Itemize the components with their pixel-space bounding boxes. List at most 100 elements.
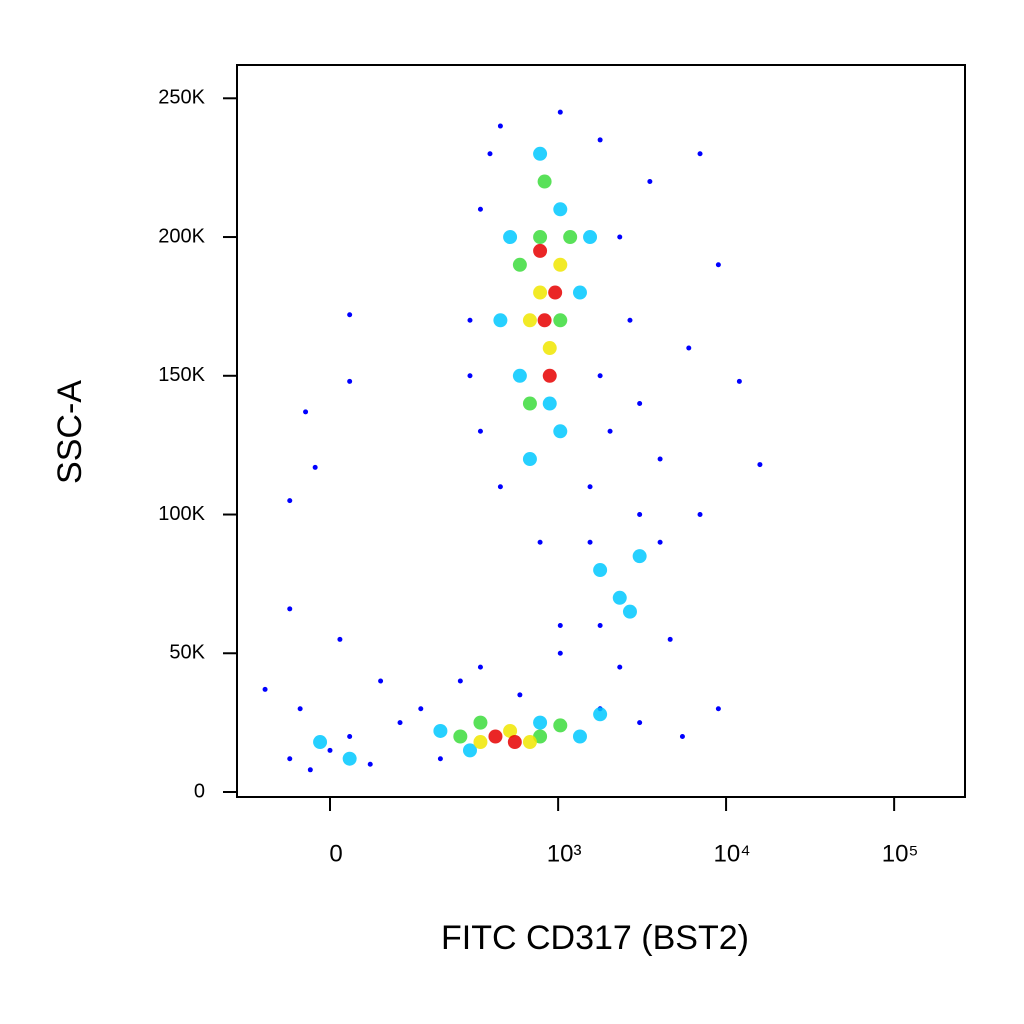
data-point xyxy=(627,317,633,323)
data-point xyxy=(647,179,653,185)
data-point xyxy=(512,257,527,272)
data-point xyxy=(522,735,537,750)
data-point xyxy=(503,230,518,245)
data-point xyxy=(473,735,488,750)
data-point xyxy=(542,396,557,411)
data-point xyxy=(477,664,483,670)
data-point xyxy=(522,396,537,411)
data-point xyxy=(533,715,548,730)
data-point xyxy=(462,743,477,758)
data-point xyxy=(287,498,293,504)
data-point xyxy=(347,312,353,318)
data-point xyxy=(583,230,598,245)
y-axis-label: SSC-A xyxy=(51,380,89,484)
data-point xyxy=(347,734,353,740)
data-point xyxy=(637,720,643,726)
data-point xyxy=(418,706,424,712)
data-point xyxy=(367,761,373,767)
data-point xyxy=(667,636,673,642)
data-point xyxy=(433,723,448,738)
data-point xyxy=(522,452,537,467)
data-point xyxy=(537,174,552,189)
data-point xyxy=(507,735,522,750)
y-tick-label: 150K xyxy=(158,364,205,386)
y-tick-label: 250K xyxy=(158,87,205,109)
data-point xyxy=(307,767,313,773)
data-point xyxy=(553,313,568,328)
data-point xyxy=(327,747,333,753)
data-point xyxy=(736,378,742,384)
data-point xyxy=(593,707,608,722)
data-point xyxy=(557,623,563,629)
data-point xyxy=(686,345,692,351)
x-tick-label: 10⁵ xyxy=(882,840,919,867)
data-point xyxy=(397,720,403,726)
data-point xyxy=(533,146,548,161)
data-point xyxy=(697,512,703,518)
x-tick-label: 10⁴ xyxy=(714,840,751,867)
data-point xyxy=(607,428,613,434)
data-point xyxy=(757,462,763,468)
data-point xyxy=(563,230,578,245)
x-tick-label: 0 xyxy=(329,840,342,867)
data-point xyxy=(303,409,309,415)
data-point xyxy=(557,109,563,115)
data-point xyxy=(457,678,463,684)
data-point xyxy=(593,563,608,578)
data-point xyxy=(715,706,721,712)
data-point xyxy=(488,729,503,744)
data-point xyxy=(477,428,483,434)
data-point xyxy=(517,692,523,698)
data-point xyxy=(572,285,587,300)
data-point xyxy=(497,123,503,129)
data-point xyxy=(637,512,643,518)
data-point xyxy=(637,401,643,407)
plot-frame xyxy=(236,64,966,798)
data-point xyxy=(597,373,603,379)
data-point xyxy=(542,341,557,356)
x-axis-label: FITC CD317 (BST2) xyxy=(441,919,749,957)
data-point xyxy=(497,484,503,490)
data-point xyxy=(477,206,483,212)
data-point xyxy=(597,623,603,629)
data-point xyxy=(312,464,318,470)
data-point xyxy=(262,686,268,692)
data-point xyxy=(632,549,647,564)
data-point xyxy=(467,373,473,379)
data-point xyxy=(597,137,603,143)
data-point xyxy=(313,735,328,750)
data-point xyxy=(548,285,563,300)
y-tick-label: 200K xyxy=(158,225,205,247)
data-point xyxy=(533,243,548,258)
data-point xyxy=(337,636,343,642)
y-tick-label: 50K xyxy=(169,642,205,664)
data-point xyxy=(378,678,384,684)
data-point xyxy=(347,378,353,384)
data-point xyxy=(537,539,543,545)
data-point xyxy=(287,756,293,762)
data-point xyxy=(617,234,623,240)
data-point xyxy=(679,734,685,740)
data-point xyxy=(553,257,568,272)
data-point xyxy=(553,718,568,733)
data-point xyxy=(617,664,623,670)
data-point xyxy=(587,539,593,545)
data-point xyxy=(587,484,593,490)
data-point xyxy=(657,456,663,462)
data-point xyxy=(512,368,527,383)
data-point xyxy=(542,368,557,383)
data-point xyxy=(533,230,548,245)
data-point xyxy=(657,539,663,545)
data-point xyxy=(715,262,721,268)
y-tick-label: 0 xyxy=(194,780,205,802)
data-point xyxy=(467,317,473,323)
y-tick-label: 100K xyxy=(158,503,205,525)
data-point xyxy=(437,756,443,762)
data-point xyxy=(697,151,703,157)
data-point xyxy=(557,650,563,656)
data-point xyxy=(537,313,552,328)
data-point xyxy=(553,202,568,217)
data-point xyxy=(287,606,293,612)
data-point xyxy=(522,313,537,328)
